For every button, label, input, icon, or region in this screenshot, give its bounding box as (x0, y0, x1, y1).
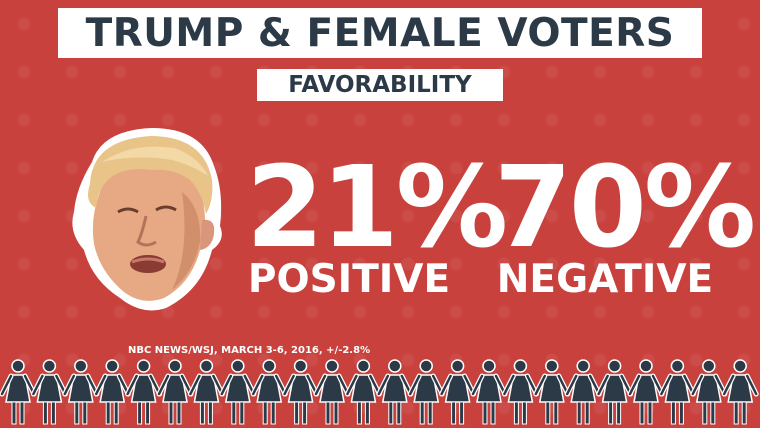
female-figures-row (0, 359, 759, 425)
page-subtitle: FAVORABILITY (288, 72, 472, 98)
female-figure-icon (501, 359, 539, 425)
female-figure-icon (533, 359, 571, 425)
female-figure-icon (376, 359, 414, 425)
female-figure-icon (470, 359, 508, 425)
positive-percentage: 21% (246, 143, 508, 273)
female-figure-icon (187, 359, 225, 425)
female-figure-icon (93, 359, 131, 425)
female-figure-icon (282, 359, 320, 425)
female-figure-icon (627, 359, 665, 425)
source-note: NBC NEWS/WSJ, MARCH 3-6, 2016, +/-2.8% (128, 345, 371, 356)
female-figure-icon (564, 359, 602, 425)
female-figure-icon (125, 359, 163, 425)
female-figure-icon (596, 359, 634, 425)
female-figure-icon (219, 359, 257, 425)
female-figure-icon (439, 359, 477, 425)
female-figure-icon (62, 359, 100, 425)
female-figure-icon (407, 359, 445, 425)
negative-stat: 70% NEGATIVE (494, 143, 756, 302)
title-banner: TRUMP & FEMALE VOTERS (58, 8, 702, 58)
female-figure-icon (344, 359, 382, 425)
positive-label: POSITIVE (247, 257, 451, 302)
page-title: TRUMP & FEMALE VOTERS (85, 10, 675, 56)
negative-percentage: 70% (494, 143, 756, 273)
female-figure-icon (690, 359, 728, 425)
female-figure-icon (658, 359, 696, 425)
subtitle-banner: FAVORABILITY (257, 69, 503, 101)
female-figure-icon (30, 359, 68, 425)
positive-stat: 21% POSITIVE (246, 143, 508, 302)
negative-label: NEGATIVE (496, 257, 714, 302)
female-figure-icon (721, 359, 759, 425)
portrait-photo (72, 128, 222, 311)
female-figure-icon (250, 359, 288, 425)
female-figure-icon (156, 359, 194, 425)
female-figure-icon (0, 359, 37, 425)
female-figure-icon (313, 359, 351, 425)
